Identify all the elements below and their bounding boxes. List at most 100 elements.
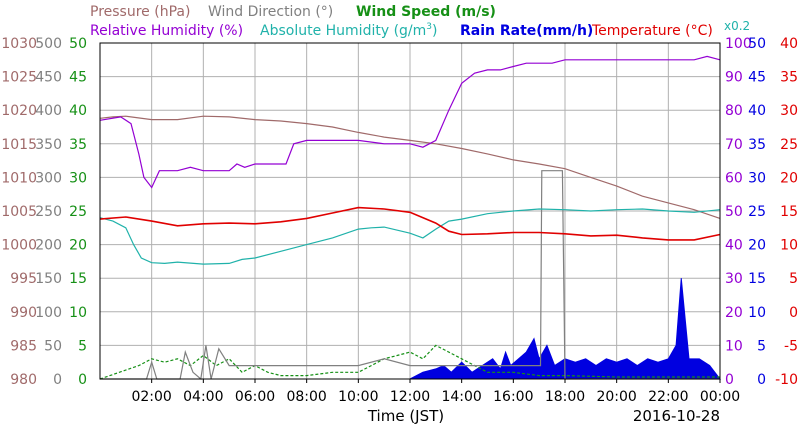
relative-humidity-tick-label: 40 bbox=[725, 238, 743, 254]
date-label: 2016-10-28 bbox=[633, 407, 720, 425]
wind-direction-tick-label: 450 bbox=[35, 70, 62, 86]
legend-relative-humidity: Relative Humidity (%) bbox=[90, 23, 243, 39]
wind-speed-tick-label: 0 bbox=[78, 372, 87, 388]
pressure-tick-label: 1030 bbox=[1, 36, 37, 52]
x-tick-label: 02:00 bbox=[131, 389, 171, 405]
rain-rate-tick-label: 30 bbox=[748, 170, 766, 186]
legend-absolute-humidity-close: ) bbox=[432, 23, 437, 39]
absolute-humidity-line bbox=[99, 208, 721, 265]
y-axes: 1030102510201015101010051000995990985980… bbox=[1, 36, 798, 388]
legend-temperature: Temperature (°C) bbox=[591, 23, 713, 39]
legend: Pressure (hPa) Wind Direction (°) Wind S… bbox=[90, 4, 750, 39]
pressure-tick-label: 985 bbox=[10, 338, 37, 354]
relative-humidity-tick-label: 0 bbox=[725, 372, 734, 388]
wind-direction-tick-label: 0 bbox=[53, 372, 62, 388]
rain-rate-tick-label: 40 bbox=[748, 103, 766, 119]
temperature-tick-label: 5 bbox=[789, 271, 798, 287]
legend-wind-speed: Wind Speed (m/s) bbox=[356, 4, 496, 20]
temperature-tick-label: -10 bbox=[775, 372, 798, 388]
legend-absolute-humidity-sup: 3 bbox=[426, 22, 432, 32]
temperature-tick-label: 20 bbox=[780, 170, 798, 186]
pressure-tick-label: 1005 bbox=[1, 204, 37, 220]
legend-absolute-humidity-main: Absolute Humidity (g/m bbox=[260, 23, 426, 39]
x-tick-label: 08:00 bbox=[286, 389, 326, 405]
relative-humidity-tick-label: 30 bbox=[725, 271, 743, 287]
wind-speed-tick-label: 20 bbox=[69, 238, 87, 254]
rain-rate-tick-label: 0 bbox=[757, 372, 766, 388]
rain-rate-tick-label: 35 bbox=[748, 137, 766, 153]
wind-speed-tick-label: 50 bbox=[69, 36, 87, 52]
pressure-tick-label: 1025 bbox=[1, 70, 37, 86]
relative-humidity-tick-label: 100 bbox=[725, 36, 752, 52]
relative-humidity-line bbox=[99, 55, 721, 189]
wind-direction-tick-label: 350 bbox=[35, 137, 62, 153]
x-tick-label: 12:00 bbox=[390, 389, 430, 405]
pressure-tick-label: 1015 bbox=[1, 137, 37, 153]
relative-humidity-tick-label: 80 bbox=[725, 103, 743, 119]
rain-rate-tick-label: 15 bbox=[748, 271, 766, 287]
legend-rain-scale: x0.2 bbox=[724, 19, 750, 33]
wind-direction-tick-label: 250 bbox=[35, 204, 62, 220]
wind-direction-tick-label: 500 bbox=[35, 36, 62, 52]
x-axis-title: Time (JST) bbox=[367, 407, 444, 425]
wind-speed-line bbox=[99, 344, 720, 380]
rain-rate-area bbox=[100, 278, 722, 380]
pressure-line bbox=[99, 115, 721, 219]
legend-wind-direction: Wind Direction (°) bbox=[208, 4, 333, 20]
legend-absolute-humidity: Absolute Humidity (g/m3) bbox=[260, 22, 437, 39]
x-tick-label: 20:00 bbox=[596, 389, 636, 405]
relative-humidity-tick-label: 60 bbox=[725, 170, 743, 186]
rain-rate-tick-label: 10 bbox=[748, 305, 766, 321]
x-axis: 02:00 04:00 06:00 08:00 10:00 12:00 14:00 16:00… bbox=[131, 379, 740, 405]
rain-rate-tick-label: 50 bbox=[748, 36, 766, 52]
temperature-tick-label: 0 bbox=[789, 305, 798, 321]
x-tick-label: 04:00 bbox=[183, 389, 223, 405]
temperature-tick-label: 30 bbox=[780, 103, 798, 119]
wind-direction-tick-label: 300 bbox=[35, 170, 62, 186]
pressure-tick-label: 995 bbox=[10, 271, 37, 287]
relative-humidity-tick-label: 50 bbox=[725, 204, 743, 220]
wind-direction-tick-label: 50 bbox=[44, 338, 62, 354]
pressure-tick-label: 1000 bbox=[1, 238, 37, 254]
x-tick-label: 22:00 bbox=[648, 389, 688, 405]
wind-direction-tick-label: 100 bbox=[35, 305, 62, 321]
temperature-tick-label: 15 bbox=[780, 204, 798, 220]
relative-humidity-tick-label: 10 bbox=[725, 338, 743, 354]
wind-speed-tick-label: 5 bbox=[78, 338, 87, 354]
temperature-tick-label: 40 bbox=[780, 36, 798, 52]
wind-direction-tick-label: 150 bbox=[35, 271, 62, 287]
legend-pressure: Pressure (hPa) bbox=[90, 4, 190, 20]
pressure-tick-label: 1010 bbox=[1, 170, 37, 186]
temperature-tick-label: 35 bbox=[780, 70, 798, 86]
rain-rate-tick-label: 45 bbox=[748, 70, 766, 86]
pressure-tick-label: 980 bbox=[10, 372, 37, 388]
rain-rate-tick-label: 5 bbox=[757, 338, 766, 354]
temperature-tick-label: 25 bbox=[780, 137, 798, 153]
relative-humidity-tick-label: 20 bbox=[725, 305, 743, 321]
x-tick-label: 06:00 bbox=[235, 389, 275, 405]
relative-humidity-tick-label: 70 bbox=[725, 137, 743, 153]
wind-speed-tick-label: 10 bbox=[69, 305, 87, 321]
pressure-tick-label: 1020 bbox=[1, 103, 37, 119]
wind-direction-tick-label: 200 bbox=[35, 238, 62, 254]
gridlines bbox=[100, 43, 720, 379]
wind-speed-tick-label: 45 bbox=[69, 70, 87, 86]
temperature-line bbox=[99, 206, 721, 241]
x-tick-label: 10:00 bbox=[338, 389, 378, 405]
rain-rate-series bbox=[100, 278, 722, 380]
rain-rate-tick-label: 20 bbox=[748, 238, 766, 254]
legend-rain-rate: Rain Rate(mm/h) bbox=[460, 23, 593, 39]
wind-direction-tick-label: 400 bbox=[35, 103, 62, 119]
relative-humidity-tick-label: 90 bbox=[725, 70, 743, 86]
temperature-tick-label: 10 bbox=[780, 238, 798, 254]
temperature-tick-label: -5 bbox=[784, 338, 798, 354]
wind-speed-tick-label: 35 bbox=[69, 137, 87, 153]
x-tick-label: 18:00 bbox=[545, 389, 585, 405]
x-tick-label: 16:00 bbox=[493, 389, 533, 405]
wind-speed-tick-label: 40 bbox=[69, 103, 87, 119]
x-tick-label: 00:00 bbox=[700, 389, 740, 405]
wind-speed-tick-label: 25 bbox=[69, 204, 87, 220]
pressure-tick-label: 990 bbox=[10, 305, 37, 321]
x-tick-label: 14:00 bbox=[441, 389, 481, 405]
